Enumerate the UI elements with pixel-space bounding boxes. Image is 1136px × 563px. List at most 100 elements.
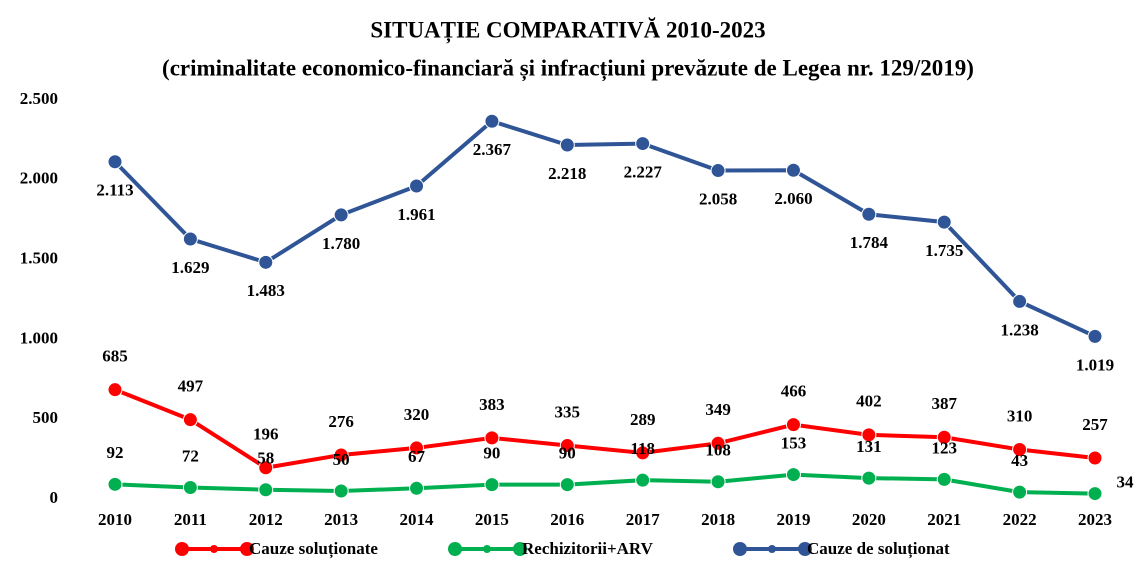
legend-marker: [240, 542, 254, 556]
data-point: [1087, 450, 1103, 466]
x-tick-label: 2010: [98, 510, 132, 529]
legend-marker: [483, 545, 491, 553]
data-label: 276: [328, 412, 354, 431]
data-point: [635, 445, 651, 461]
data-point: [635, 136, 651, 152]
data-label: 310: [1007, 406, 1033, 425]
data-label: 1.629: [171, 258, 209, 277]
x-tick-label: 2020: [852, 510, 886, 529]
data-point: [1012, 293, 1028, 309]
data-label: 196: [253, 425, 279, 444]
data-point: [182, 231, 198, 247]
data-label: 685: [102, 347, 128, 366]
data-label: 320: [404, 405, 430, 424]
y-tick-label: 0: [50, 488, 59, 507]
legend-marker: [798, 542, 812, 556]
data-label: 108: [705, 441, 731, 460]
x-tick-label: 2015: [475, 510, 509, 529]
data-point: [559, 137, 575, 153]
data-point: [484, 430, 500, 446]
data-label: 335: [555, 402, 581, 421]
legend-marker: [448, 542, 462, 556]
x-tick-label: 2021: [927, 510, 961, 529]
series-line: [114, 472, 1096, 496]
data-point: [409, 440, 425, 456]
series-line: [113, 118, 1096, 339]
data-label: 2.058: [699, 189, 737, 208]
data-point: [258, 254, 274, 270]
data-label: 1.735: [925, 241, 963, 260]
chart-title: SITUAȚIE COMPARATIVĂ 2010-2023: [370, 16, 765, 44]
legend-marker: [768, 545, 776, 553]
data-point: [710, 474, 726, 490]
data-label: 383: [479, 395, 505, 414]
y-tick-label: 1.500: [20, 249, 58, 268]
data-point: [559, 477, 575, 493]
data-point: [559, 438, 575, 454]
x-tick-label: 2017: [626, 510, 661, 529]
data-label: 90: [483, 444, 500, 463]
data-point: [409, 480, 425, 496]
data-point: [484, 113, 500, 129]
series-line: [114, 387, 1096, 470]
data-label: 34: [1117, 472, 1135, 491]
x-tick-label: 2014: [400, 510, 435, 529]
data-point: [107, 382, 123, 398]
data-point: [484, 477, 500, 493]
x-tick-label: 2018: [701, 510, 735, 529]
data-point: [861, 206, 877, 222]
data-label: 67: [408, 447, 426, 466]
data-point: [258, 460, 274, 476]
legend-label: Cauze soluționate: [249, 539, 378, 559]
data-point: [1012, 442, 1028, 458]
data-point: [258, 482, 274, 498]
x-tick-label: 2016: [550, 510, 584, 529]
data-point: [333, 483, 349, 499]
data-point: [635, 472, 651, 488]
data-label: 1.961: [397, 205, 435, 224]
data-label: 90: [559, 444, 576, 463]
legend-label: Cauze de soluționat: [807, 539, 950, 559]
data-label: 153: [781, 433, 807, 452]
data-label: 257: [1082, 415, 1108, 434]
chart-subtitle: (criminalitate economico-financiară și i…: [162, 55, 974, 81]
y-tick-label: 2.000: [20, 169, 58, 188]
data-label: 1.483: [247, 281, 285, 300]
data-point: [1012, 484, 1028, 500]
x-tick-label: 2013: [324, 510, 358, 529]
data-point: [861, 427, 877, 443]
data-point: [861, 470, 877, 486]
data-point: [333, 207, 349, 223]
data-label: 43: [1011, 451, 1028, 470]
data-label: 2.218: [548, 164, 586, 183]
data-point: [107, 476, 123, 492]
x-tick-label: 2011: [174, 510, 207, 529]
data-label: 1.780: [322, 234, 360, 253]
data-label: 2.113: [96, 181, 133, 200]
data-point: [785, 467, 801, 483]
data-label: 1.019: [1076, 355, 1114, 374]
data-label: 58: [257, 449, 274, 468]
y-tick-label: 1.000: [20, 328, 58, 347]
data-point: [182, 412, 198, 428]
data-point: [409, 178, 425, 194]
data-point: [1087, 328, 1103, 344]
legend-marker: [210, 545, 218, 553]
data-point: [333, 447, 349, 463]
legend-marker: [175, 542, 189, 556]
data-label: 123: [931, 438, 957, 457]
data-point: [936, 429, 952, 445]
data-label: 50: [333, 450, 350, 469]
data-label: 349: [705, 400, 731, 419]
data-label: 2.060: [774, 189, 812, 208]
data-label: 387: [931, 394, 957, 413]
data-point: [107, 154, 123, 170]
data-point: [785, 417, 801, 433]
data-label: 118: [630, 439, 655, 458]
data-point: [710, 163, 726, 179]
data-label: 1.784: [850, 233, 889, 252]
legend-label: Rechizitorii+ARV: [522, 539, 654, 558]
data-label: 402: [856, 392, 882, 411]
x-tick-label: 2012: [249, 510, 283, 529]
